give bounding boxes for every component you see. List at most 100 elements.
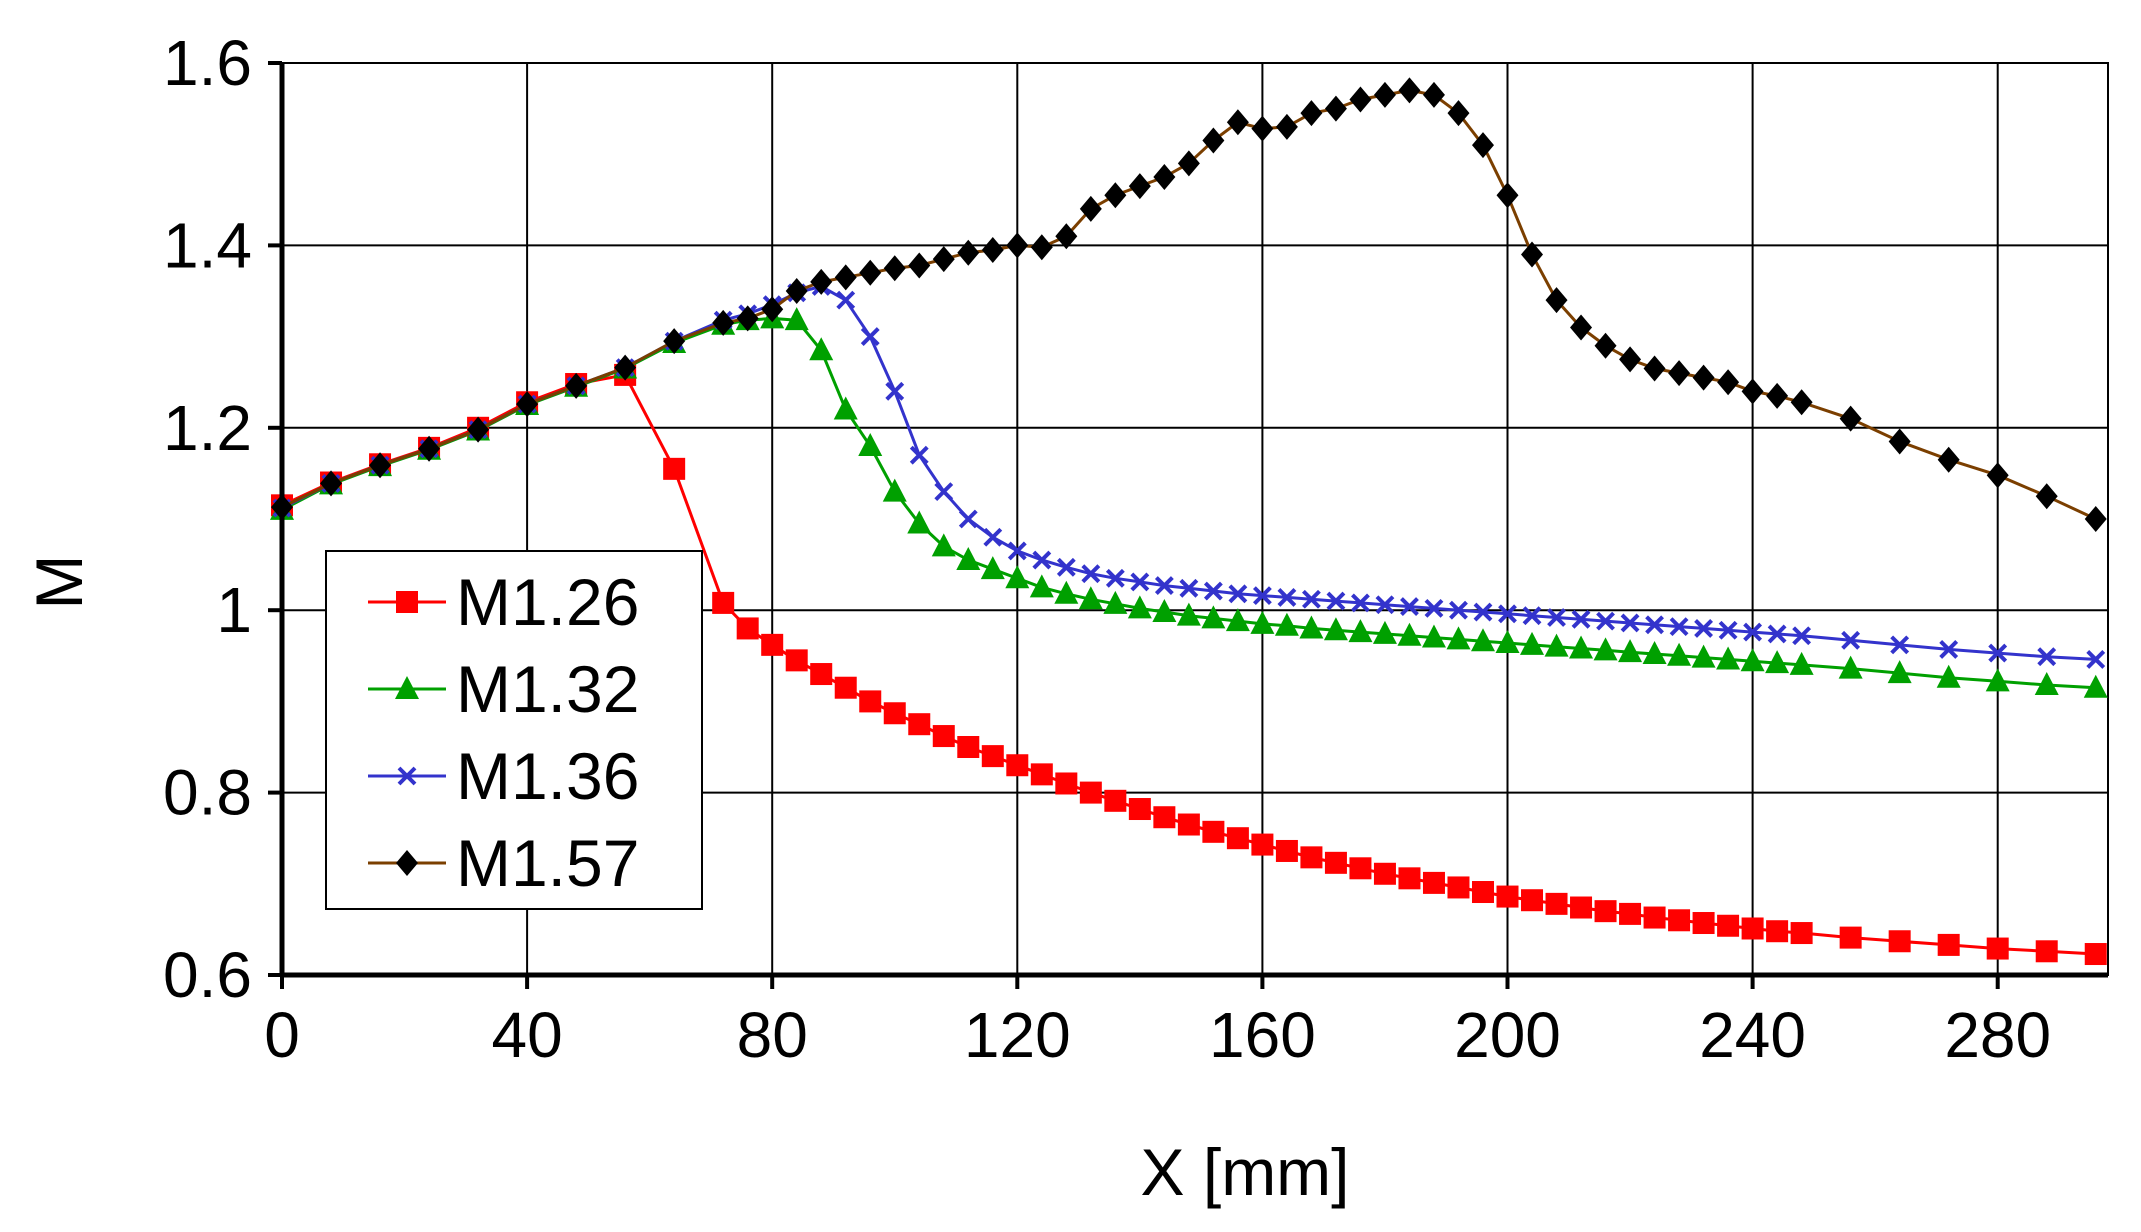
- data-point: [1275, 113, 1298, 140]
- data-point: [1054, 580, 1079, 604]
- data-point: [1790, 922, 1813, 945]
- y-tick-label: 1: [216, 574, 252, 646]
- data-point: [1937, 933, 1960, 956]
- data-point: [859, 259, 882, 286]
- legend-marker: [397, 766, 417, 786]
- data-point: [981, 236, 1004, 263]
- legend-box: [325, 550, 703, 910]
- data-point: [565, 372, 588, 399]
- data-point: [1789, 651, 1814, 675]
- data-point: [1177, 813, 1200, 836]
- data-point: [1154, 576, 1174, 595]
- data-point: [1078, 586, 1103, 610]
- data-point: [1202, 820, 1225, 843]
- data-point: [1570, 314, 1593, 341]
- data-point: [1128, 798, 1151, 821]
- data-point: [785, 278, 808, 304]
- data-point: [834, 264, 857, 291]
- data-point: [1766, 920, 1789, 943]
- data-point: [1692, 364, 1715, 391]
- data-point: [369, 452, 392, 479]
- data-point: [1643, 355, 1666, 382]
- data-point: [1717, 369, 1740, 396]
- data-point: [1127, 595, 1152, 619]
- axes: [268, 61, 2108, 989]
- data-point: [1128, 173, 1151, 200]
- data-point: [1545, 892, 1568, 915]
- data-point: [958, 509, 978, 529]
- legend-label: M1.32: [456, 652, 639, 726]
- data-point: [2083, 674, 2108, 698]
- data-point: [1471, 132, 1494, 159]
- data-point: [1105, 568, 1125, 588]
- data-point: [1372, 620, 1397, 644]
- data-point: [1888, 428, 1911, 455]
- data-point: [908, 252, 931, 279]
- data-point: [810, 268, 833, 295]
- tick-labels: 0 40 80 120 160 200 240 280 0.6 0.8 1 1.2 1.4 1.6: [163, 27, 2051, 1071]
- data-point: [1986, 937, 2009, 960]
- data-point: [1323, 617, 1348, 641]
- data-point: [1081, 564, 1101, 584]
- data-point: [1471, 881, 1494, 904]
- data-point: [1668, 909, 1691, 932]
- series-M1.57: [271, 77, 2107, 532]
- data-point: [809, 337, 834, 361]
- data-point: [1324, 95, 1347, 122]
- data-point: [1226, 109, 1249, 136]
- data-point: [1571, 609, 1591, 629]
- data-point: [2086, 650, 2106, 669]
- data-point: [1398, 867, 1421, 890]
- data-point: [1741, 917, 1764, 940]
- data-point: [736, 305, 759, 332]
- data-point: [2084, 506, 2107, 532]
- data-point: [1596, 611, 1615, 631]
- data-point: [1743, 622, 1763, 642]
- data-point: [1424, 598, 1444, 618]
- legend-marker: [396, 850, 418, 876]
- data-point: [1594, 900, 1617, 923]
- data-point: [883, 255, 906, 282]
- data-point: [1620, 613, 1640, 633]
- data-point: [981, 745, 1004, 768]
- data-point: [1522, 606, 1542, 626]
- data-point: [712, 591, 735, 614]
- data-point: [1447, 100, 1470, 127]
- data-point: [1545, 287, 1568, 314]
- data-point: [1375, 595, 1395, 615]
- data-point: [1349, 86, 1372, 113]
- data-point: [1275, 839, 1298, 862]
- data-point: [1767, 624, 1787, 644]
- legend: M1.26 M1.32 M1.36 M1.57: [325, 550, 703, 910]
- data-point: [1300, 846, 1323, 869]
- data-point: [418, 435, 441, 462]
- y-tick-label: 1.2: [163, 392, 252, 464]
- legend-item: M1.57: [368, 826, 639, 900]
- data-point: [980, 556, 1005, 580]
- x-tick-label: 0: [264, 999, 300, 1071]
- data-point: [1593, 637, 1618, 661]
- data-point: [1766, 382, 1789, 409]
- data-point: [1694, 619, 1713, 638]
- data-point: [2035, 940, 2058, 963]
- data-point: [957, 736, 980, 758]
- data-point: [1373, 81, 1396, 108]
- data-point: [1498, 604, 1517, 624]
- data-point: [1300, 100, 1323, 127]
- y-tick-label: 1.4: [163, 209, 252, 281]
- data-point: [761, 633, 784, 656]
- data-point: [957, 239, 980, 266]
- data-point: [2035, 483, 2058, 510]
- data-point: [882, 478, 907, 502]
- data-point: [1398, 77, 1421, 104]
- data-point: [1496, 182, 1519, 209]
- data-point: [1449, 600, 1468, 620]
- data-point: [1177, 150, 1200, 177]
- series-layer: [270, 77, 2108, 966]
- legend-label: M1.26: [456, 565, 639, 639]
- data-point: [1988, 643, 2008, 663]
- x-tick-label: 160: [1209, 999, 1316, 1071]
- legend-label: M1.36: [456, 739, 639, 813]
- data-point: [1030, 763, 1053, 786]
